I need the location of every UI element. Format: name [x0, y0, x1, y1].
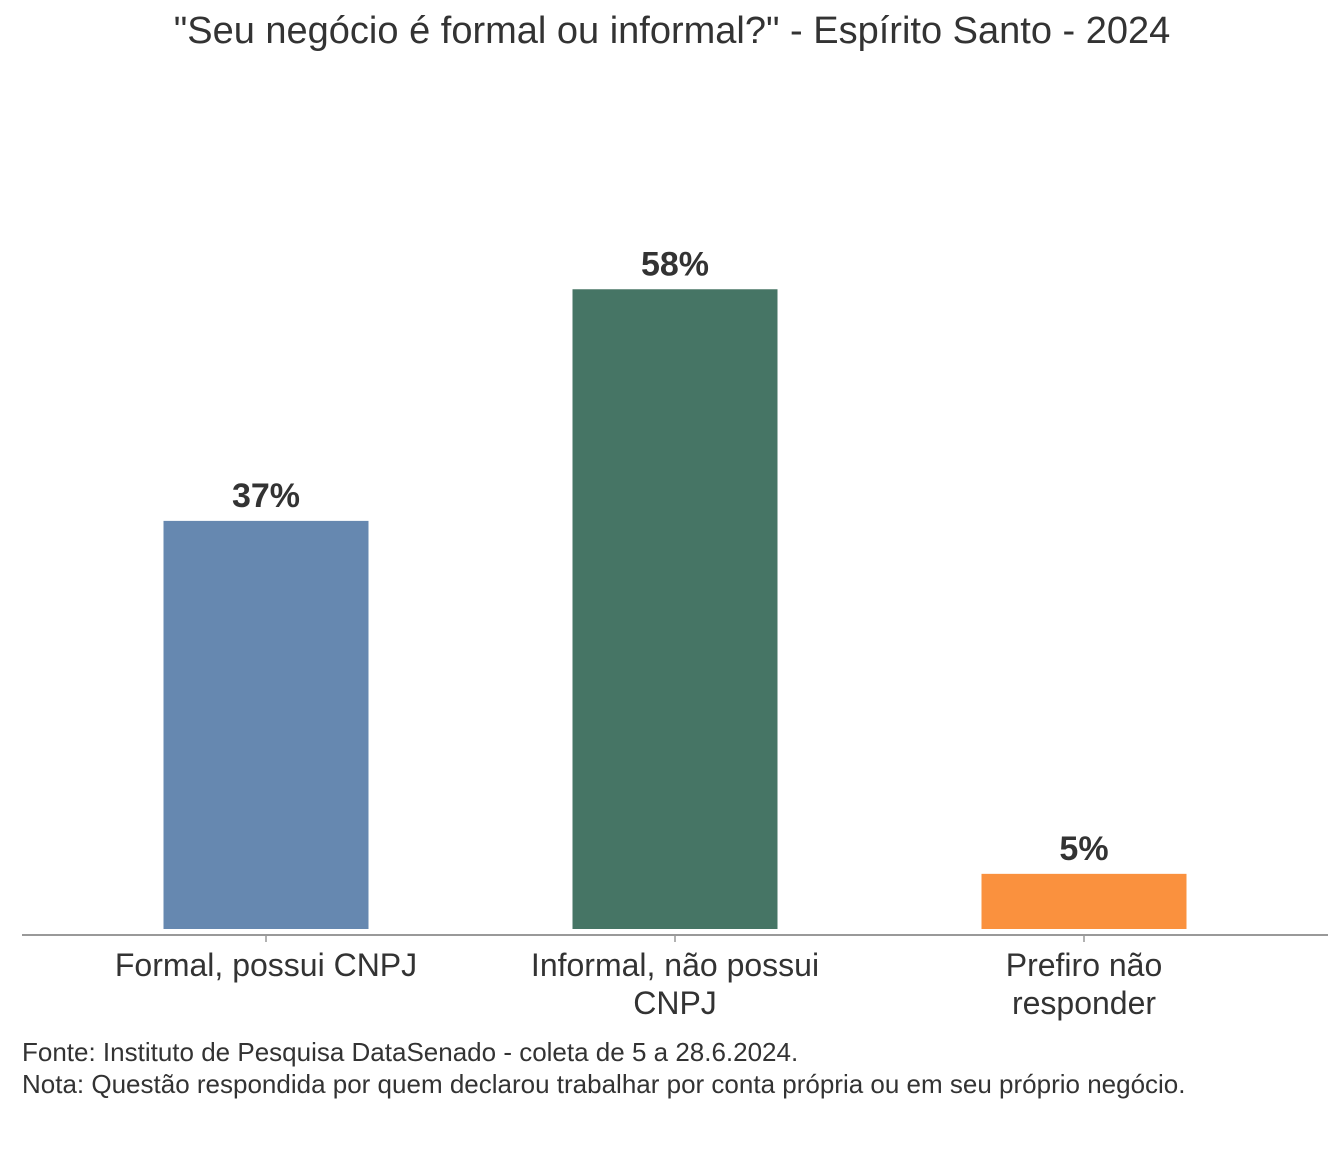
chart-title: "Seu negócio é formal ou informal?" - Es…: [173, 10, 1171, 52]
bar-2: [572, 289, 778, 929]
x-tick-label: Prefiro não: [1006, 947, 1163, 983]
bar-value-label: 58%: [641, 245, 709, 283]
source-note: Fonte: Instituto de Pesquisa DataSenado …: [22, 1037, 799, 1067]
bar-1: [163, 520, 369, 929]
bar-3: [981, 873, 1187, 929]
bar-chart: 37% Formal, possui CNPJ 58% Informal, não p…: [22, 245, 1328, 1021]
x-tick-label: Formal, possui CNPJ: [115, 947, 417, 983]
x-tick-label: Informal, não possui: [531, 947, 819, 983]
bar-value-label: 5%: [1059, 830, 1108, 868]
footnote: Nota: Questão respondida por quem declar…: [22, 1069, 1186, 1099]
chart-footer: Fonte: Instituto de Pesquisa DataSenado …: [22, 1036, 1322, 1100]
x-tick-label: CNPJ: [633, 985, 717, 1021]
bar-value-label: 37%: [232, 477, 300, 515]
x-tick-label: responder: [1012, 985, 1156, 1021]
